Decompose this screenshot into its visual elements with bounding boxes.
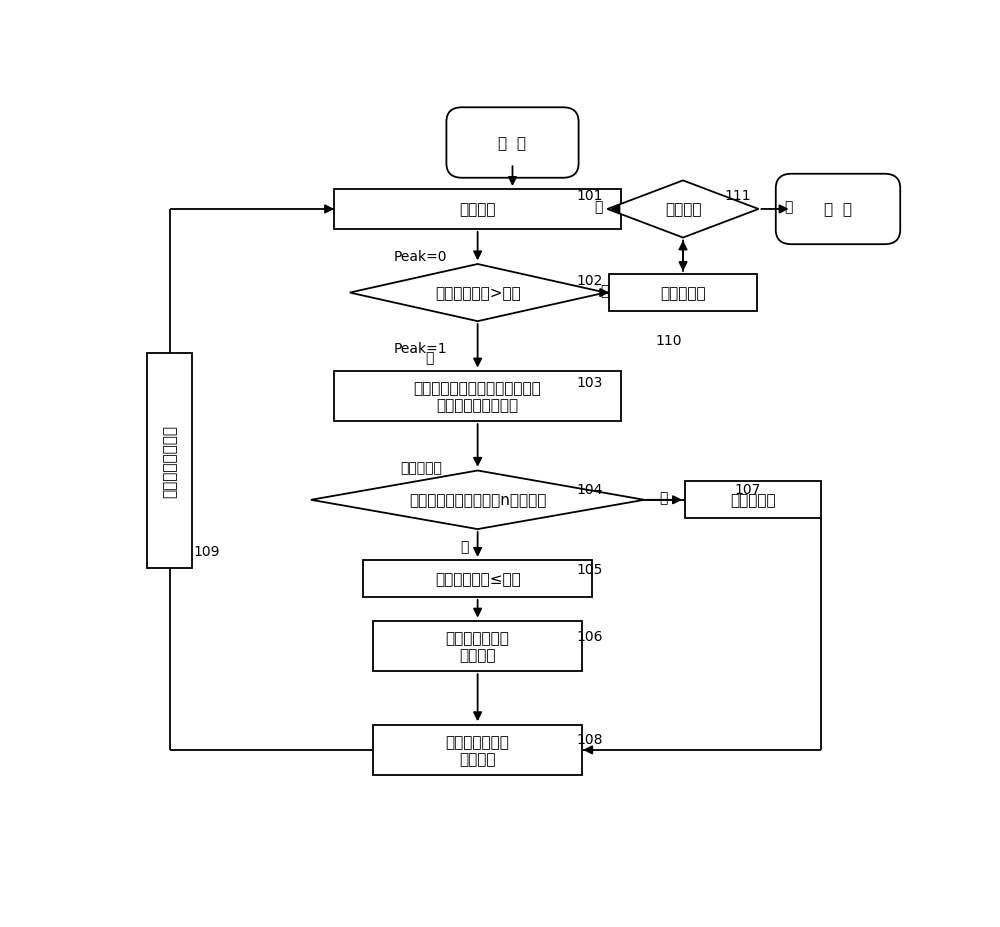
Bar bbox=[334, 372, 621, 422]
Bar bbox=[373, 725, 582, 775]
Text: 采集的数字值出现连续n点的增加: 采集的数字值出现连续n点的增加 bbox=[409, 493, 546, 508]
Text: 105: 105 bbox=[576, 563, 602, 577]
Bar bbox=[373, 622, 582, 671]
Text: 102: 102 bbox=[576, 274, 602, 288]
FancyBboxPatch shape bbox=[776, 174, 900, 245]
Text: 开  始: 开 始 bbox=[498, 136, 526, 151]
Text: 采集的数字值>基线: 采集的数字值>基线 bbox=[435, 286, 520, 300]
Bar bbox=[147, 354, 192, 568]
Polygon shape bbox=[350, 265, 606, 322]
Text: 采集的数字值≤基线: 采集的数字值≤基线 bbox=[435, 571, 520, 586]
Text: 108: 108 bbox=[576, 732, 603, 746]
Text: 出现重叠峰: 出现重叠峰 bbox=[730, 493, 776, 508]
Text: Peak=0: Peak=0 bbox=[394, 250, 447, 264]
Text: 脉冲未启动: 脉冲未启动 bbox=[660, 286, 706, 300]
Text: 是: 是 bbox=[659, 491, 667, 505]
Text: 106: 106 bbox=[576, 629, 603, 642]
Text: 103: 103 bbox=[576, 375, 602, 389]
Polygon shape bbox=[607, 181, 759, 238]
Text: Peak=1: Peak=1 bbox=[394, 341, 448, 355]
Text: 否: 否 bbox=[594, 200, 602, 214]
Bar bbox=[685, 482, 821, 519]
Text: 110: 110 bbox=[655, 334, 682, 348]
Polygon shape bbox=[311, 471, 644, 529]
Text: 脉冲下降沿: 脉冲下降沿 bbox=[400, 461, 442, 476]
Bar bbox=[609, 274, 757, 311]
Text: 104: 104 bbox=[576, 483, 602, 497]
Bar bbox=[363, 560, 592, 597]
Text: 是: 是 bbox=[785, 200, 793, 214]
Text: 作重叠峰的脉冲
宽度甄别: 作重叠峰的脉冲 宽度甄别 bbox=[446, 734, 510, 767]
Text: 101: 101 bbox=[576, 188, 603, 202]
Text: 否: 否 bbox=[460, 540, 468, 553]
Text: 作正常峰的脉冲
宽度甄别: 作正常峰的脉冲 宽度甄别 bbox=[446, 630, 510, 663]
Text: 脉冲已启动，脉冲宽度清零，同
时启动脉冲宽度测量: 脉冲已启动，脉冲宽度清零，同 时启动脉冲宽度测量 bbox=[414, 381, 542, 413]
Text: 结  束: 结 束 bbox=[824, 202, 852, 217]
Text: 109: 109 bbox=[193, 544, 220, 558]
Text: 脉冲结束: 脉冲结束 bbox=[665, 202, 701, 217]
FancyBboxPatch shape bbox=[446, 108, 579, 179]
Text: 采集数据: 采集数据 bbox=[459, 202, 496, 217]
Text: 是: 是 bbox=[425, 350, 433, 364]
Text: 107: 107 bbox=[734, 483, 761, 497]
Text: 否: 否 bbox=[600, 284, 608, 298]
Bar bbox=[334, 190, 621, 229]
Text: 对重叠峰进行处理: 对重叠峰进行处理 bbox=[162, 425, 177, 498]
Text: 111: 111 bbox=[725, 188, 751, 202]
